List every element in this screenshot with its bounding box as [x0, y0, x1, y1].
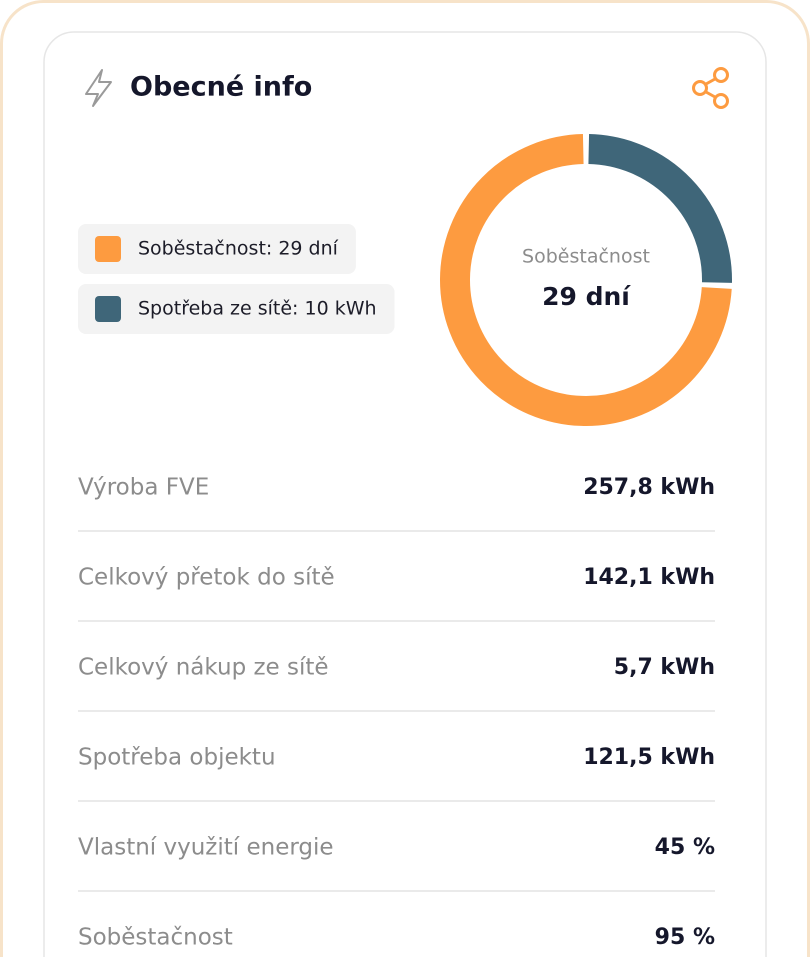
donut-segment	[440, 134, 732, 426]
legend-label: Soběstačnost: 29 dní	[138, 238, 339, 260]
lightning-icon	[85, 69, 112, 107]
row-value: 257,8 kWh	[583, 475, 715, 500]
share-line	[705, 77, 716, 86]
legend-pill	[78, 224, 356, 274]
card-title: Obecné info	[130, 72, 312, 103]
share-dot	[692, 80, 708, 96]
row-label: Výroba FVE	[78, 475, 209, 501]
share-line	[705, 90, 716, 99]
info-row: Vlastní využití energie 45 %	[78, 835, 715, 892]
row-label: Celkový nákup ze sítě	[78, 655, 329, 681]
row-label: Spotřeba objektu	[78, 745, 276, 771]
share-dot	[713, 93, 729, 109]
row-label: Soběstačnost	[78, 925, 233, 951]
donut-center-value: 29 dní	[542, 282, 631, 311]
info-row: Spotřeba objektu 121,5 kWh	[78, 745, 715, 802]
info-row: Celkový přetok do sítě 142,1 kWh	[78, 565, 715, 622]
donut-center-label: Soběstačnost	[522, 246, 650, 268]
info-row: Soběstačnost 95 %	[78, 925, 715, 951]
row-value: 5,7 kWh	[614, 655, 715, 680]
info-row: Výroba FVE 257,8 kWh	[78, 475, 715, 532]
row-value: 121,5 kWh	[583, 745, 715, 770]
row-value: 142,1 kWh	[583, 565, 715, 590]
donut-segment	[588, 134, 732, 283]
legend-swatch	[95, 236, 121, 262]
share-button[interactable]	[692, 67, 729, 109]
info-row: Celkový nákup ze sítě 5,7 kWh	[78, 655, 715, 712]
legend-pill	[78, 284, 395, 334]
row-label: Vlastní využití energie	[78, 835, 334, 861]
legend-item: Soběstačnost: 29 dní	[78, 224, 356, 274]
share-dot	[713, 67, 729, 83]
row-value: 45 %	[655, 835, 715, 860]
row-label: Celkový přetok do sítě	[78, 565, 335, 591]
row-value: 95 %	[655, 925, 715, 950]
legend-item: Spotřeba ze sítě: 10 kWh	[78, 284, 395, 334]
legend-label: Spotřeba ze sítě: 10 kWh	[138, 298, 377, 320]
legend-swatch	[95, 296, 121, 322]
